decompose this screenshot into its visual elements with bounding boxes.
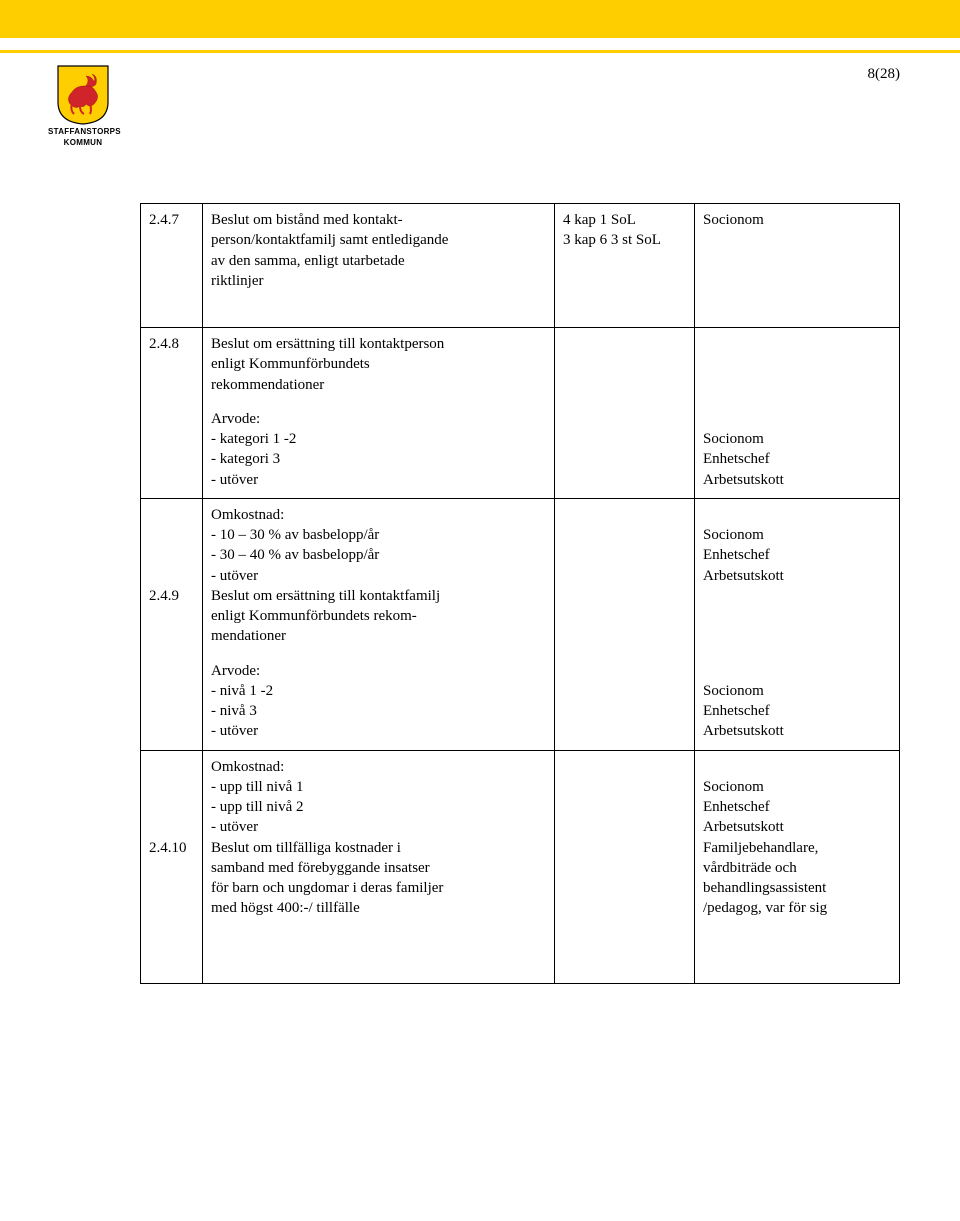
page-number: 8(28) bbox=[868, 66, 901, 83]
shield-icon bbox=[56, 64, 110, 126]
delegate-item: Arbetsutskott bbox=[703, 566, 891, 586]
list-item: - utöver bbox=[211, 566, 546, 586]
municipality-logo: STAFFANSTORPS KOMMUN bbox=[48, 64, 118, 148]
list-item: - 10 – 30 % av basbelopp/år bbox=[211, 525, 546, 545]
desc-text: Beslut om tillfälliga kostnader i samban… bbox=[211, 838, 546, 919]
group-title: Omkostnad: bbox=[211, 505, 546, 525]
row-id: 2.4.10 bbox=[141, 750, 203, 983]
row-id-text: 2.4.9 bbox=[149, 586, 194, 606]
delegate-item: Socionom bbox=[703, 681, 891, 701]
page: STAFFANSTORPS KOMMUN 8(28) 2.4.7 Beslut … bbox=[0, 0, 960, 1221]
row-law: 4 kap 1 SoL 3 kap 6 3 st SoL bbox=[555, 204, 695, 328]
delegate-item: Socionom bbox=[703, 777, 891, 797]
delegate-item: Arbetsutskott bbox=[703, 470, 891, 490]
list-item: - upp till nivå 1 bbox=[211, 777, 546, 797]
row-desc: Omkostnad: - upp till nivå 1 - upp till … bbox=[203, 750, 555, 983]
row-delegate: Socionom Enhetschef Arbetsutskott Familj… bbox=[695, 750, 900, 983]
list-item: - utöver bbox=[211, 817, 546, 837]
row-id: 2.4.9 bbox=[141, 498, 203, 750]
table-row: 2.4.10 Omkostnad: - upp till nivå 1 - up… bbox=[141, 750, 900, 983]
list-item: - kategori 1 -2 bbox=[211, 429, 546, 449]
delegate-item: Enhetschef bbox=[703, 449, 891, 469]
delegate-item: Enhetschef bbox=[703, 797, 891, 817]
group-items: - 10 – 30 % av basbelopp/år - 30 – 40 % … bbox=[211, 525, 546, 586]
group-items: - kategori 1 -2 - kategori 3 - utöver bbox=[211, 429, 546, 490]
row-desc: Beslut om bistånd med kontakt- person/ko… bbox=[203, 204, 555, 328]
group-title: Arvode: bbox=[211, 661, 546, 681]
group-items: - nivå 1 -2 - nivå 3 - utöver bbox=[211, 681, 546, 742]
delegate-item: Arbetsutskott bbox=[703, 817, 891, 837]
delegate-item: Enhetschef bbox=[703, 701, 891, 721]
logo-text-line1: STAFFANSTORPS bbox=[48, 128, 118, 137]
delegate-item: Arbetsutskott bbox=[703, 721, 891, 741]
group-title: Arvode: bbox=[211, 409, 546, 429]
list-item: - utöver bbox=[211, 470, 546, 490]
row-delegate: Socionom Enhetschef Arbetsutskott Socion… bbox=[695, 498, 900, 750]
delegate-item: Enhetschef bbox=[703, 545, 891, 565]
delegate-text: Familjebehandlare, vårdbiträde och behan… bbox=[703, 838, 891, 919]
content-area: 2.4.7 Beslut om bistånd med kontakt- per… bbox=[0, 53, 960, 1024]
list-item: - nivå 1 -2 bbox=[211, 681, 546, 701]
table-row: 2.4.9 Omkostnad: - 10 – 30 % av basbelop… bbox=[141, 498, 900, 750]
row-delegate: Socionom bbox=[695, 204, 900, 328]
header-gap bbox=[0, 38, 960, 50]
logo-text-line2: KOMMUN bbox=[48, 139, 118, 148]
desc-text: Beslut om bistånd med kontakt- person/ko… bbox=[211, 210, 546, 291]
list-item: - utöver bbox=[211, 721, 546, 741]
list-item: - 30 – 40 % av basbelopp/år bbox=[211, 545, 546, 565]
delegate-item: Socionom bbox=[703, 525, 891, 545]
row-id-text: 2.4.10 bbox=[149, 838, 194, 858]
list-item: - kategori 3 bbox=[211, 449, 546, 469]
group-items: - upp till nivå 1 - upp till nivå 2 - ut… bbox=[211, 777, 546, 838]
row-law bbox=[555, 750, 695, 983]
row-id: 2.4.8 bbox=[141, 328, 203, 499]
list-item: - nivå 3 bbox=[211, 701, 546, 721]
row-desc: Omkostnad: - 10 – 30 % av basbelopp/år -… bbox=[203, 498, 555, 750]
desc-text: Beslut om ersättning till kontaktperson … bbox=[211, 334, 546, 395]
row-delegate: Socionom Enhetschef Arbetsutskott bbox=[695, 328, 900, 499]
group-title: Omkostnad: bbox=[211, 757, 546, 777]
row-law bbox=[555, 328, 695, 499]
delegate-item: Socionom bbox=[703, 429, 891, 449]
header-bar bbox=[0, 0, 960, 38]
table-row: 2.4.8 Beslut om ersättning till kontaktp… bbox=[141, 328, 900, 499]
desc-text: Beslut om ersättning till kontaktfamilj … bbox=[211, 586, 546, 647]
row-law bbox=[555, 498, 695, 750]
row-desc: Beslut om ersättning till kontaktperson … bbox=[203, 328, 555, 499]
row-id: 2.4.7 bbox=[141, 204, 203, 328]
list-item: - upp till nivå 2 bbox=[211, 797, 546, 817]
table-row: 2.4.7 Beslut om bistånd med kontakt- per… bbox=[141, 204, 900, 328]
delegation-table: 2.4.7 Beslut om bistånd med kontakt- per… bbox=[140, 203, 900, 984]
